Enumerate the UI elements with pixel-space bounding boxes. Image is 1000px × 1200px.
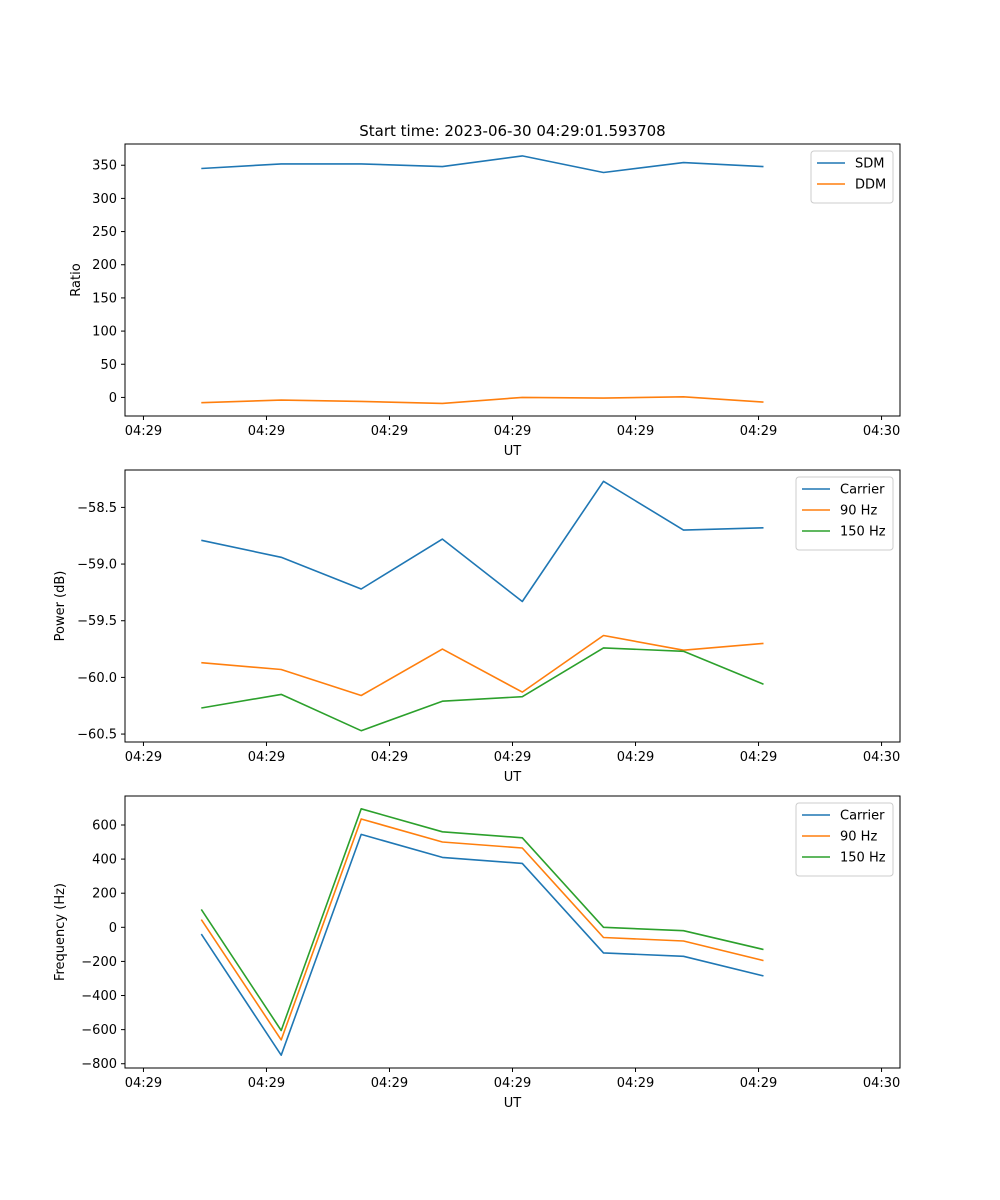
power-x-tick-label: 04:29 (494, 750, 531, 765)
ratio-legend-label-0: SDM (855, 157, 884, 172)
frequency-y-tick-label: −400 (81, 989, 117, 1004)
ratio-x-tick-label: 04:29 (494, 424, 531, 439)
frequency-series-line-0 (200, 833, 764, 1056)
power-x-tick-label: 04:29 (248, 750, 285, 765)
frequency-series-line-2 (200, 807, 764, 1032)
power-legend-label-0: Carrier (840, 483, 885, 498)
power-x-tick-label: 04:29 (740, 750, 777, 765)
ratio-y-tick-label: 0 (109, 391, 117, 406)
power-legend-label-2: 150 Hz (840, 525, 886, 540)
frequency-y-tick-label: 400 (92, 853, 117, 868)
frequency-legend: Carrier 90 Hz 150 Hz (795, 802, 894, 877)
frequency-x-tick-label: 04:30 (863, 1076, 900, 1091)
ratio-y-tick-label: 50 (100, 358, 117, 373)
power-series-line-1 (201, 634, 764, 697)
ratio-legend-label-1: DDM (855, 178, 886, 193)
power-legend: Carrier 90 Hz 150 Hz (795, 476, 894, 551)
power-series-line-2 (201, 647, 764, 732)
frequency-legend-label-2: 150 Hz (840, 851, 886, 866)
power-y-tick-label: −60.0 (77, 671, 117, 686)
ratio-panel: 04:29 04:29 04:29 04:29 04:29 04:29 04:30 0 50 10… (69, 143, 901, 459)
frequency-y-tick-label: −200 (81, 955, 117, 970)
frequency-x-tick-label: 04:29 (740, 1076, 777, 1091)
ratio-y-tick-label: 350 (92, 159, 117, 174)
ratio-y-tick-label: 100 (92, 325, 117, 340)
frequency-legend-label-1: 90 Hz (840, 830, 877, 845)
power-y-axis-label: Power (dB) (53, 571, 68, 642)
ratio-y-tick-label: 200 (92, 258, 117, 273)
frequency-x-axis-label: UT (504, 1096, 522, 1111)
power-y-tick-label: −58.5 (77, 501, 117, 516)
ratio-y-tick-label: 300 (92, 192, 117, 207)
frequency-x-tick-label: 04:29 (248, 1076, 285, 1091)
frequency-x-tick-label: 04:29 (371, 1076, 408, 1091)
ratio-legend: SDM DDM (810, 150, 894, 204)
frequency-y-tick-label: 0 (109, 921, 117, 936)
frequency-x-tick-label: 04:29 (617, 1076, 654, 1091)
ratio-x-tick-label: 04:29 (740, 424, 777, 439)
ratio-y-tick-label: 150 (92, 291, 117, 306)
frequency-y-tick-label: −600 (81, 1023, 117, 1038)
ratio-x-tick-label: 04:29 (125, 424, 162, 439)
frequency-legend-label-0: Carrier (840, 809, 885, 824)
chart-title: Start time: 2023-06-30 04:29:01.593708 (359, 122, 665, 140)
power-y-tick-label: −59.0 (77, 558, 117, 573)
ratio-x-tick-label: 04:29 (371, 424, 408, 439)
power-panel: 04:29 04:29 04:29 04:29 04:29 04:29 04:30 −60.5… (53, 469, 901, 785)
ratio-y-axis-label: Ratio (69, 263, 84, 296)
ratio-x-tick-label: 04:30 (863, 424, 900, 439)
power-y-tick-label: −59.5 (77, 614, 117, 629)
frequency-y-tick-label: 200 (92, 887, 117, 902)
power-legend-label-1: 90 Hz (840, 504, 877, 519)
frequency-y-tick-label: 600 (92, 818, 117, 833)
frequency-series-line-1 (200, 818, 764, 1041)
frequency-y-axis-label: Frequency (Hz) (53, 883, 68, 981)
power-x-tick-label: 04:29 (125, 750, 162, 765)
ratio-x-tick-label: 04:29 (248, 424, 285, 439)
power-x-tick-label: 04:29 (617, 750, 654, 765)
ratio-x-axis-label: UT (504, 444, 522, 459)
ratio-series-line-1 (201, 395, 764, 405)
power-x-tick-label: 04:30 (863, 750, 900, 765)
power-x-axis-label: UT (504, 770, 522, 785)
frequency-x-tick-label: 04:29 (125, 1076, 162, 1091)
power-x-tick-label: 04:29 (371, 750, 408, 765)
power-series-line-0 (201, 480, 764, 603)
ratio-legend-box (810, 150, 894, 204)
ratio-x-tick-label: 04:29 (617, 424, 654, 439)
frequency-y-tick-label: −800 (81, 1057, 117, 1072)
ratio-y-tick-label: 250 (92, 225, 117, 240)
frequency-x-tick-label: 04:29 (494, 1076, 531, 1091)
frequency-panel: 04:29 04:29 04:29 04:29 04:29 04:29 04:30 −800 −… (53, 795, 901, 1111)
ratio-series-line-0 (201, 155, 764, 174)
power-y-tick-label: −60.5 (77, 728, 117, 743)
